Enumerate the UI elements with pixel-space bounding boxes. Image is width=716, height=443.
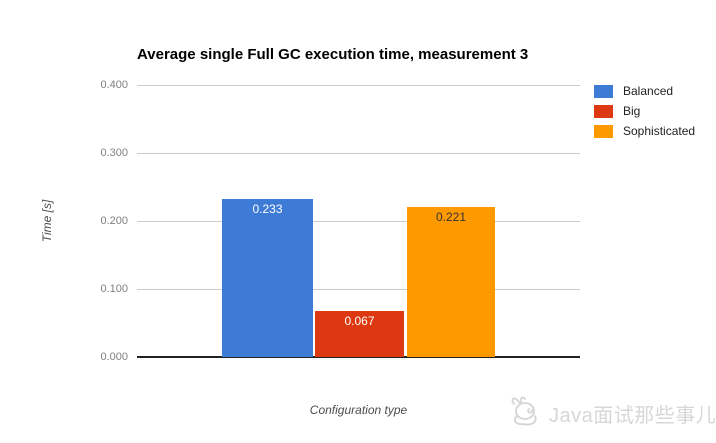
y-tick-label: 0.100 bbox=[100, 283, 128, 295]
watermark-text: Java面试那些事儿 bbox=[549, 405, 716, 427]
legend-swatch bbox=[594, 85, 613, 98]
legend-swatch bbox=[594, 125, 613, 138]
y-tick-label: 0.200 bbox=[100, 215, 128, 227]
bar-sophisticated[interactable] bbox=[407, 207, 495, 357]
gridline bbox=[137, 289, 580, 290]
legend-item-sophisticated[interactable]: Sophisticated bbox=[594, 125, 716, 139]
y-axis-title: Time [s] bbox=[40, 199, 54, 243]
x-axis-title: Configuration type bbox=[309, 403, 408, 417]
bar-value-label: 0.221 bbox=[435, 210, 467, 224]
legend-item-big[interactable]: Big bbox=[594, 105, 716, 119]
bar-balanced[interactable] bbox=[222, 199, 313, 357]
x-axis-line bbox=[137, 356, 580, 358]
gridline bbox=[137, 153, 580, 154]
bar-value-label: 0.067 bbox=[344, 314, 375, 328]
legend-item-balanced[interactable]: Balanced bbox=[594, 85, 716, 99]
y-tick-label: 0.300 bbox=[100, 147, 128, 159]
legend-label: Balanced bbox=[623, 84, 674, 98]
bar-big[interactable] bbox=[315, 311, 404, 357]
bar-value-label: 0.233 bbox=[252, 202, 283, 216]
legend-label: Sophisticated bbox=[623, 124, 696, 138]
legend-swatch bbox=[594, 105, 613, 118]
doodle-cat-icon bbox=[508, 394, 546, 433]
gridline bbox=[137, 221, 580, 222]
gridline bbox=[137, 85, 580, 86]
chart-title: Average single Full GC execution time, m… bbox=[137, 46, 529, 63]
legend-label: Big bbox=[623, 104, 641, 118]
y-tick-label: 0.000 bbox=[100, 351, 128, 363]
y-tick-label: 0.400 bbox=[100, 79, 128, 91]
